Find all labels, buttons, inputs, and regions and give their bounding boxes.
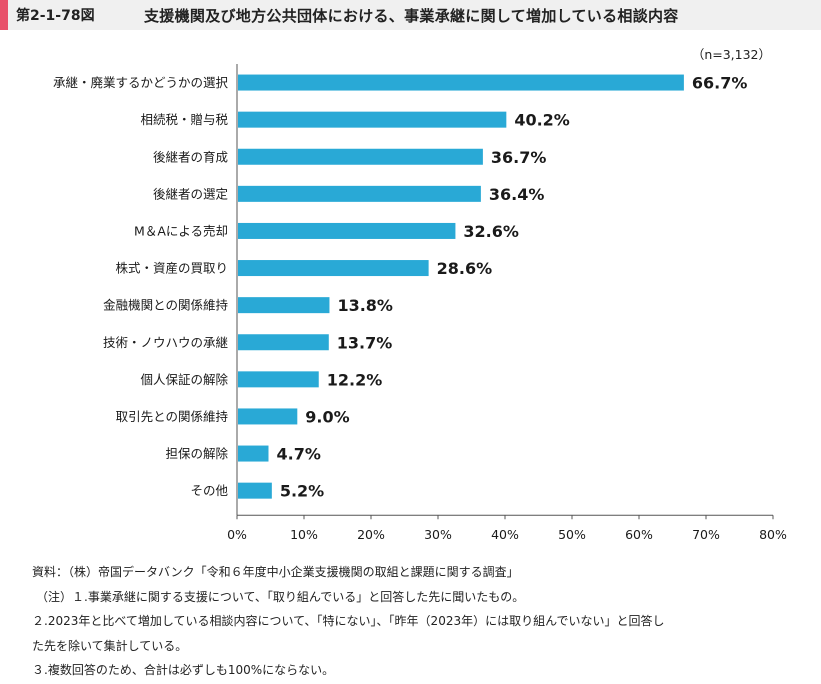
note-3: ３.複数回答のため、合計は必ずしも100%にならない。 — [32, 663, 335, 677]
value-label: 5.2% — [280, 482, 324, 501]
value-label: 66.7% — [692, 74, 748, 93]
value-label: 13.7% — [337, 333, 393, 352]
sample-size: （n=3,132） — [691, 47, 771, 62]
x-tick-label: 50% — [558, 527, 586, 542]
category-label: 相続税・贈与税 — [140, 112, 228, 127]
value-label: 4.7% — [276, 445, 320, 464]
value-label: 12.2% — [327, 370, 383, 389]
category-label: 後継者の選定 — [153, 186, 228, 201]
note-source: 資料：（株）帝国データバンク「令和６年度中小企業支援機関の取組と課題に関する調査… — [32, 565, 519, 579]
x-tick-label: 40% — [491, 527, 519, 542]
bar — [238, 482, 272, 499]
bar — [238, 445, 269, 462]
category-label: M＆Aによる売却 — [134, 223, 228, 238]
x-tick-label: 60% — [625, 527, 653, 542]
category-label: 個人保証の解除 — [140, 372, 228, 387]
value-label: 28.6% — [437, 259, 493, 278]
bar-chart: 承継・廃業するかどうかの選択 66.7% 相続税・贈与税 40.2% 後継者の育成 36.… — [53, 64, 787, 542]
value-label: 9.0% — [305, 407, 349, 426]
value-label: 32.6% — [463, 222, 519, 241]
x-tick-label: 20% — [357, 527, 385, 542]
category-label: 技術・ノウハウの承継 — [103, 335, 228, 350]
x-tick-label: 70% — [692, 527, 720, 542]
note-1: （注）１.事業承継に関する支援について、「取り組んでいる」と回答した先に聞いたも… — [36, 589, 525, 604]
value-label: 36.4% — [489, 185, 545, 204]
bar — [238, 260, 429, 277]
category-label: 株式・資産の買取り — [115, 261, 228, 276]
category-label: 取引先との関係維持 — [116, 409, 228, 424]
figure-header: 第2-1-78図 支援機関及び地方公共団体における、事業承継に関して増加している… — [0, 0, 821, 30]
category-label: 担保の解除 — [165, 446, 228, 461]
bar — [238, 408, 298, 425]
bar — [238, 222, 456, 239]
x-tick-label: 80% — [759, 527, 787, 542]
bar — [238, 74, 684, 91]
bar — [238, 334, 329, 351]
x-tick-label: 10% — [290, 527, 318, 542]
x-tick-label: 30% — [424, 527, 452, 542]
category-label: その他 — [190, 483, 228, 498]
bar — [238, 148, 483, 165]
note-2: ２.2023年と比べて増加している相談内容について、「特にない」、「昨年（202… — [32, 614, 665, 628]
header-accent-stripe — [0, 0, 8, 30]
figure-number: 第2-1-78図 — [16, 8, 95, 24]
category-label: 後継者の育成 — [153, 149, 228, 164]
bar — [238, 111, 507, 128]
notes: 資料：（株）帝国データバンク「令和６年度中小企業支援機関の取組と課題に関する調査… — [32, 560, 665, 683]
value-label: 36.7% — [491, 148, 547, 167]
bar — [238, 371, 319, 388]
figure-title: 支援機関及び地方公共団体における、事業承継に関して増加している相談内容 — [144, 6, 679, 25]
bar — [238, 297, 330, 314]
value-label: 13.8% — [337, 296, 393, 315]
x-tick-label: 0% — [227, 527, 247, 542]
category-label: 金融機関との関係維持 — [103, 298, 228, 313]
bar — [238, 185, 481, 202]
value-label: 40.2% — [514, 111, 570, 130]
note-2-continued: た先を除いて集計している。 — [32, 638, 188, 653]
category-label: 承継・廃業するかどうかの選択 — [53, 75, 229, 90]
